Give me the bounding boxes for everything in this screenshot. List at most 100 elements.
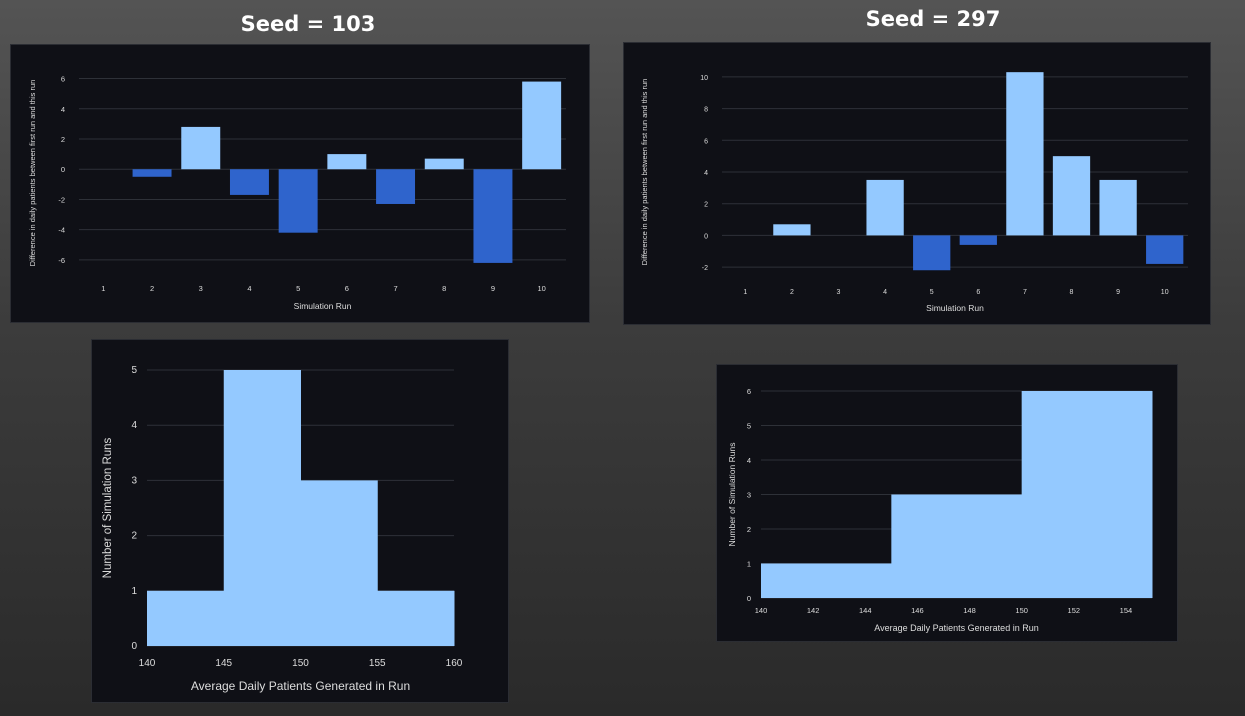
y-tick-label: 0 <box>704 233 708 240</box>
seed-103-histogram: 0 1 2 3 4 5 140 145 150 155 160 Average Daily Patie… <box>91 339 509 703</box>
x-tick-label: 145 <box>215 658 232 669</box>
x-tick-label: 154 <box>1120 606 1133 615</box>
bar <box>1146 235 1184 264</box>
x-tick-label: 1 <box>743 289 747 296</box>
x-tick-label: 4 <box>247 284 251 293</box>
x-tick-label: 142 <box>807 606 820 615</box>
y-tick-label: 4 <box>704 170 708 177</box>
y-tick-label: 2 <box>747 525 751 534</box>
x-tick-label: 150 <box>292 658 309 669</box>
x-axis-title: Simulation Run <box>294 301 352 311</box>
x-tick-label: 144 <box>859 606 872 615</box>
x-axis-title: Average Daily Patients Generated in Run <box>191 679 410 693</box>
histogram-bar <box>147 590 225 646</box>
x-tick-label: 146 <box>911 606 924 615</box>
bar <box>913 235 951 271</box>
histogram-bar <box>761 563 892 598</box>
y-axis-title: Number of Simulation Runs <box>727 443 737 547</box>
y-tick-label: -4 <box>58 226 65 235</box>
y-tick-label: 6 <box>704 138 708 145</box>
histogram-bar <box>223 370 301 646</box>
x-tick-label: 3 <box>199 284 203 293</box>
x-tick-label: 5 <box>930 289 934 296</box>
x-tick-label: 160 <box>446 658 463 669</box>
x-tick-label: 140 <box>139 658 156 669</box>
seed-103-difference-chart: -6 -4 -2 0 2 4 6 1 2 3 4 5 6 7 8 9 10 Simulation Run Diffe… <box>10 44 590 323</box>
bar <box>278 169 318 233</box>
x-tick-label: 4 <box>883 289 887 296</box>
x-tick-label: 7 <box>1023 289 1027 296</box>
seed-297-title: Seed = 297 <box>865 7 1001 31</box>
bar <box>181 126 221 170</box>
histogram-bar <box>1021 391 1153 598</box>
x-tick-label: 3 <box>837 289 841 296</box>
y-tick-label: 2 <box>61 135 65 144</box>
x-tick-label: 1 <box>101 284 105 293</box>
y-tick-label: -6 <box>58 256 65 265</box>
seed-297-histogram-svg: 0 1 2 3 4 5 6 140 142 144 146 148 150 152 154 Average D… <box>727 387 1153 633</box>
y-tick-label: 0 <box>61 165 65 174</box>
bar <box>229 169 269 195</box>
histogram-bar <box>377 590 455 646</box>
bar <box>522 81 562 170</box>
y-tick-label: 2 <box>131 531 137 542</box>
y-tick-label: 4 <box>131 420 137 431</box>
y-tick-label: 4 <box>747 456 751 465</box>
seed-297-difference-chart: -2 0 2 4 6 8 10 1 2 3 4 5 6 7 8 9 10 Simulation Run Differ… <box>623 42 1211 325</box>
x-tick-label: 152 <box>1068 606 1081 615</box>
bar <box>424 158 464 170</box>
x-axis-title: Average Daily Patients Generated in Run <box>874 623 1038 633</box>
bar <box>473 169 513 263</box>
y-tick-label: 1 <box>747 560 751 569</box>
histogram-bar <box>300 480 378 646</box>
seed-297-histogram: 0 1 2 3 4 5 6 140 142 144 146 148 150 152 154 Average D… <box>716 364 1178 642</box>
y-tick-label: 6 <box>747 387 751 396</box>
x-tick-label: 10 <box>537 284 545 293</box>
y-tick-label: 10 <box>700 75 708 82</box>
y-tick-label: 5 <box>131 365 137 376</box>
y-tick-label: 3 <box>131 475 137 486</box>
x-tick-label: 150 <box>1015 606 1028 615</box>
x-tick-label: 148 <box>963 606 976 615</box>
x-tick-label: 9 <box>491 284 495 293</box>
x-tick-label: 6 <box>345 284 349 293</box>
bar <box>866 179 904 236</box>
y-axis-title: Difference in daily patients between fir… <box>640 79 649 266</box>
x-tick-label: 6 <box>976 289 980 296</box>
x-tick-label: 140 <box>755 606 768 615</box>
x-tick-label: 2 <box>790 289 794 296</box>
seed-103-difference-svg: -6 -4 -2 0 2 4 6 1 2 3 4 5 6 7 8 9 10 Simulation Run Diffe… <box>28 75 566 311</box>
x-tick-label: 155 <box>369 658 386 669</box>
x-tick-label: 8 <box>1070 289 1074 296</box>
x-axis-title: Simulation Run <box>926 303 984 313</box>
y-tick-label: 6 <box>61 75 65 84</box>
bar <box>1099 179 1137 236</box>
y-tick-label: 0 <box>131 641 137 652</box>
y-tick-label: 8 <box>704 107 708 114</box>
y-tick-label: 0 <box>747 594 751 603</box>
x-tick-label: 8 <box>442 284 446 293</box>
bar <box>132 169 172 177</box>
y-axis-title: Number of Simulation Runs <box>102 437 114 578</box>
bar <box>327 154 367 170</box>
y-tick-label: 4 <box>61 105 65 114</box>
x-tick-label: 9 <box>1116 289 1120 296</box>
bar <box>376 169 416 204</box>
bar <box>773 224 811 236</box>
bar <box>1006 72 1044 236</box>
x-tick-label: 2 <box>150 284 154 293</box>
histogram-bar <box>891 494 1023 598</box>
x-tick-label: 10 <box>1161 289 1169 296</box>
y-tick-label: -2 <box>702 265 708 272</box>
seed-103-histogram-svg: 0 1 2 3 4 5 140 145 150 155 160 Average Daily Patie… <box>102 365 463 693</box>
y-tick-label: -2 <box>58 195 65 204</box>
y-tick-label: 3 <box>747 491 751 500</box>
y-tick-label: 1 <box>131 586 137 597</box>
x-tick-label: 5 <box>296 284 300 293</box>
y-tick-label: 5 <box>747 422 751 431</box>
bar <box>1052 156 1091 236</box>
bar <box>959 235 997 245</box>
seed-103-title: Seed = 103 <box>240 12 376 36</box>
y-axis-title: Difference in daily patients between fir… <box>28 80 37 267</box>
